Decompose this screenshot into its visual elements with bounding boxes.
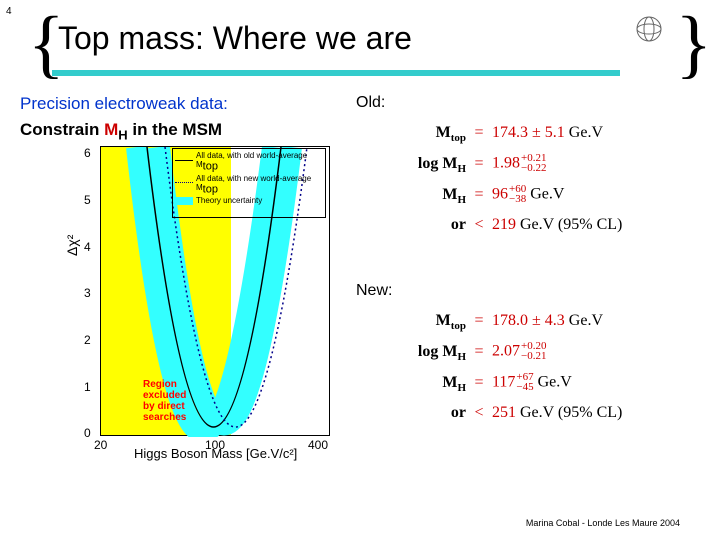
- excluded-label: Region excluded by direct searches: [143, 379, 191, 423]
- ytick: 1: [84, 380, 91, 394]
- chart-legend: All data, with old world-average Mtop Al…: [172, 148, 326, 218]
- ytick: 6: [84, 146, 91, 160]
- xtick: 100: [205, 438, 225, 452]
- brace-right: }: [676, 6, 712, 82]
- xtick: 400: [308, 438, 328, 452]
- ytick: 0: [84, 426, 91, 440]
- ytick: 5: [84, 193, 91, 207]
- footer-text: Marina Cobal - Londe Les Maure 2004: [526, 518, 680, 528]
- chi2-chart: Δχ² Region excluded by direct searches A…: [64, 126, 344, 478]
- new-label: New:: [356, 282, 392, 300]
- old-label: Old:: [356, 94, 385, 112]
- page-title: Top mass: Where we are: [58, 20, 412, 57]
- atlas-logo-icon: [632, 12, 666, 46]
- ytick: 2: [84, 333, 91, 347]
- equations-new: Mtop=178.0 ± 4.3 Ge.Vlog MH=2.07+0.20−0.…: [380, 312, 622, 432]
- subtitle: Precision electroweak data:: [20, 94, 228, 114]
- page-number: 4: [6, 6, 12, 17]
- ytick: 3: [84, 286, 91, 300]
- y-axis-label: Δχ²: [64, 235, 80, 256]
- equations-old: Mtop=174.3 ± 5.1 Ge.Vlog MH=1.98+0.21−0.…: [380, 124, 622, 244]
- xtick: 20: [94, 438, 107, 452]
- ytick: 4: [84, 240, 91, 254]
- title-underline: [52, 70, 620, 76]
